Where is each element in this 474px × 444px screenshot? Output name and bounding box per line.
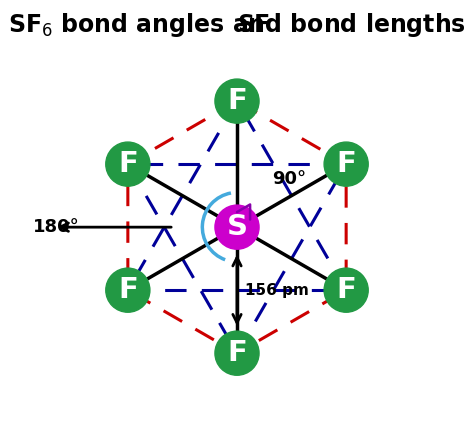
Text: SF: SF bbox=[237, 13, 270, 37]
Text: F: F bbox=[227, 339, 247, 367]
Text: F: F bbox=[118, 150, 138, 178]
Text: 180°: 180° bbox=[33, 218, 80, 236]
Text: SF$_6$ bond angles and bond lengths: SF$_6$ bond angles and bond lengths bbox=[8, 11, 466, 39]
Circle shape bbox=[324, 268, 368, 312]
Circle shape bbox=[324, 142, 368, 186]
Circle shape bbox=[106, 142, 150, 186]
Circle shape bbox=[106, 268, 150, 312]
Text: F: F bbox=[336, 150, 356, 178]
Circle shape bbox=[215, 205, 259, 249]
Circle shape bbox=[215, 79, 259, 123]
Text: S: S bbox=[227, 213, 247, 241]
Circle shape bbox=[215, 331, 259, 375]
Text: F: F bbox=[227, 87, 247, 115]
Text: 90°: 90° bbox=[272, 170, 306, 188]
Text: F: F bbox=[336, 276, 356, 304]
Text: 156 pm: 156 pm bbox=[245, 283, 309, 297]
Text: F: F bbox=[118, 276, 138, 304]
